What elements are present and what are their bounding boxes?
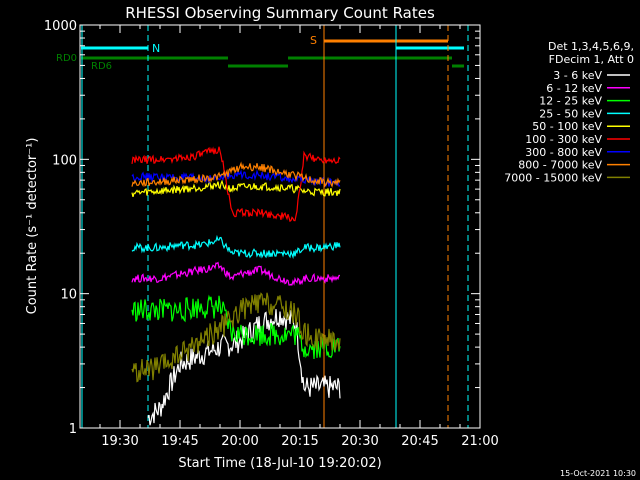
x-tick-label: 20:15 bbox=[281, 434, 318, 449]
legend-header-line-2: FDecim 1, Att 0 bbox=[549, 53, 634, 66]
x-tick-label: 19:30 bbox=[101, 434, 138, 449]
x-tick-label: 20:45 bbox=[401, 434, 438, 449]
annotation-label: RD6 bbox=[91, 61, 112, 72]
x-axis-label: Start Time (18-Jul-10 19:20:02) bbox=[178, 456, 381, 471]
series-line bbox=[131, 292, 341, 383]
legend-header-line-1: Det 1,3,4,5,6,9, bbox=[548, 40, 634, 53]
annotation-label: N bbox=[152, 42, 160, 55]
x-tick-label: 19:45 bbox=[161, 434, 198, 449]
legend-entry-label: 6 - 12 keV bbox=[546, 82, 602, 95]
timestamp: 15-Oct-2021 10:30 bbox=[560, 469, 636, 478]
series-line bbox=[131, 146, 341, 223]
series-line bbox=[131, 294, 341, 360]
x-tick-label: 20:00 bbox=[221, 434, 258, 449]
series-line bbox=[131, 234, 341, 260]
series-line bbox=[131, 179, 341, 198]
series-line bbox=[131, 169, 341, 188]
legend-entry-label: 12 - 25 keV bbox=[539, 95, 602, 108]
y-tick-label: 1 bbox=[69, 422, 77, 437]
series-line bbox=[131, 261, 340, 286]
legend-entry-label: 25 - 50 keV bbox=[539, 107, 602, 120]
legend-entry-label: 7000 - 15000 keV bbox=[504, 171, 602, 184]
chart-title: RHESSI Observing Summary Count Rates bbox=[125, 4, 435, 22]
legend-entry-label: 100 - 300 keV bbox=[525, 133, 602, 146]
y-axis-label: Count Rate (s⁻¹ detector⁻¹) bbox=[25, 138, 40, 315]
y-tick-label: 10 bbox=[60, 288, 77, 303]
legend-entry-label: 800 - 7000 keV bbox=[518, 159, 602, 172]
y-tick-label: 100 bbox=[52, 153, 77, 168]
series-line bbox=[131, 161, 341, 188]
legend-entry-label: 300 - 800 keV bbox=[525, 146, 602, 159]
legend-entry-label: 50 - 100 keV bbox=[532, 120, 602, 133]
legend-entry-label: 3 - 6 keV bbox=[553, 69, 602, 82]
annotation-label: RD0 bbox=[56, 53, 77, 64]
x-tick-label: 21:00 bbox=[461, 434, 498, 449]
y-tick-label: 1000 bbox=[44, 19, 77, 34]
series-line bbox=[147, 309, 341, 426]
annotation-label: S bbox=[310, 34, 317, 47]
x-tick-label: 20:30 bbox=[341, 434, 378, 449]
